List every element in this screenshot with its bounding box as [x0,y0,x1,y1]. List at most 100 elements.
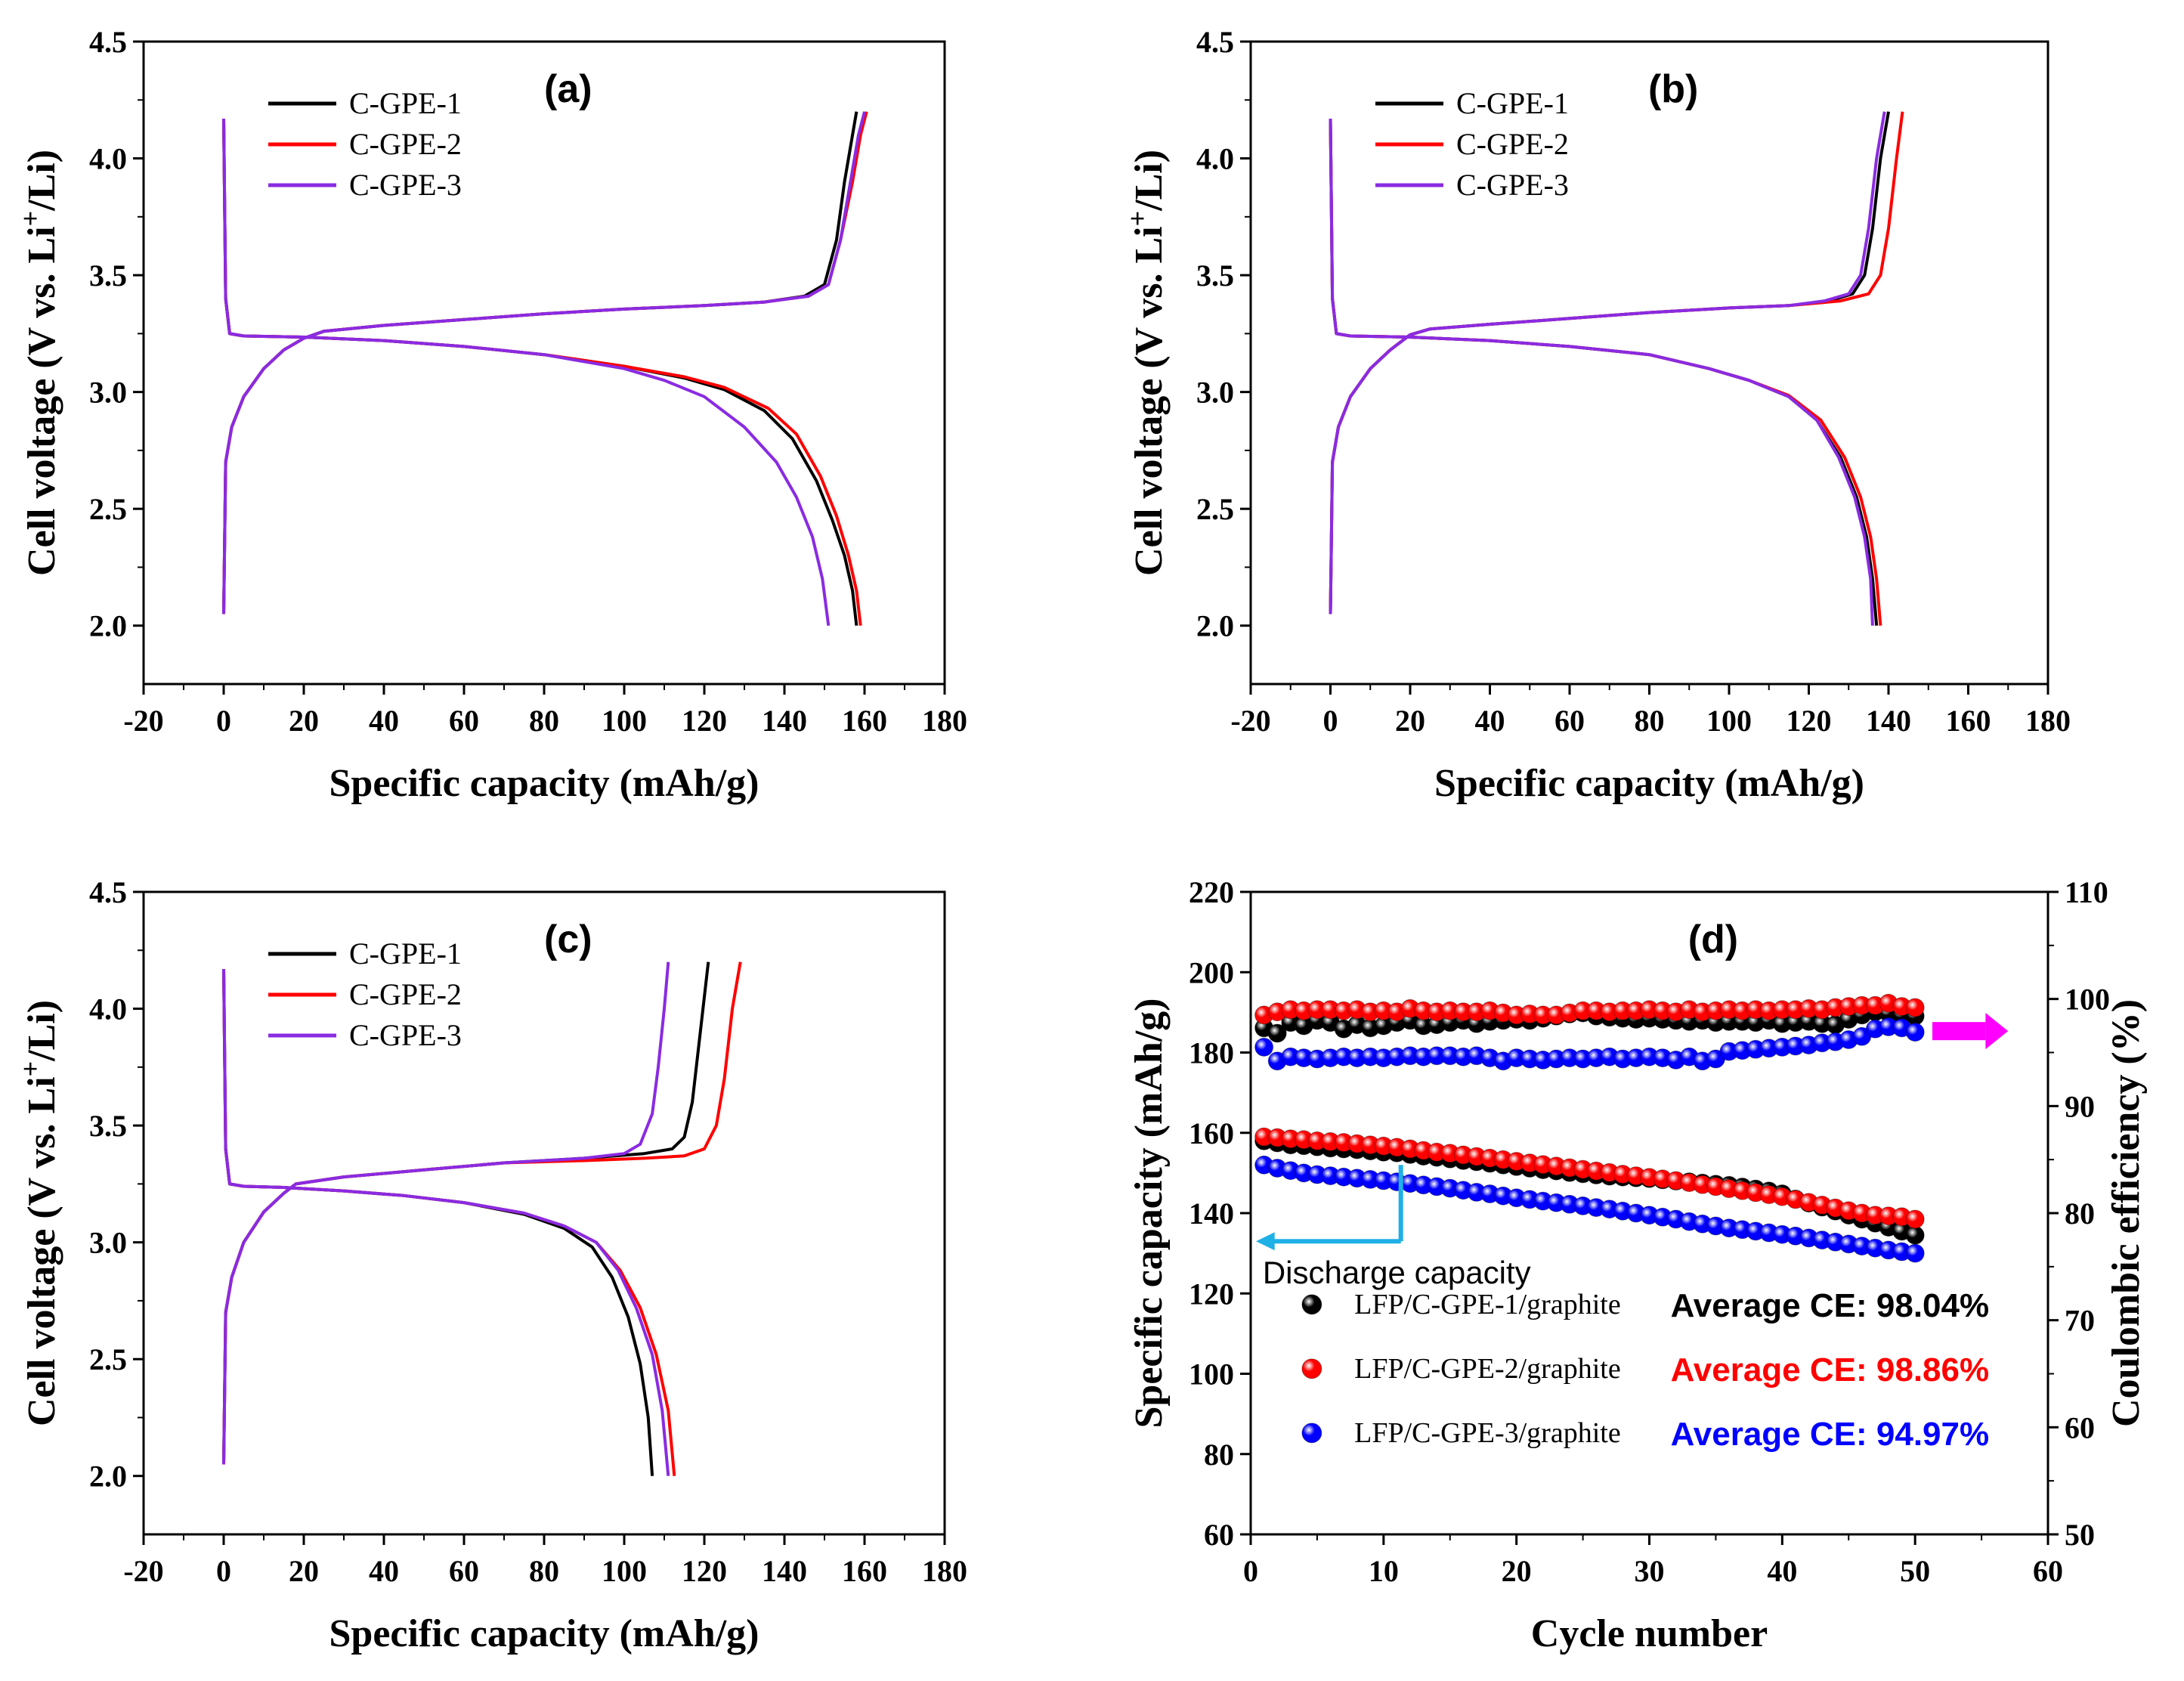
x-tick-label: 60 [2033,1554,2063,1588]
y-tick-label: 2.5 [1196,492,1234,526]
x-tick-label: 160 [842,1554,887,1588]
x-tick-label: 60 [1554,704,1585,738]
x-tick-label: 140 [762,1554,807,1588]
y-tick-label: 3.0 [1196,376,1234,410]
y-tick-label: 2.5 [89,492,127,526]
y-axis-label-superscript: + [15,211,45,227]
x-axis-label: Specific capacity (mAh/g) [329,762,759,805]
x-tick-label: 100 [602,1554,647,1588]
x-tick-label: 60 [449,1554,479,1588]
x-tick-label: 50 [1900,1554,1930,1588]
legend-label: C-GPE-2 [349,977,462,1011]
y-axis-label: Cell voltage (V vs. Li+/Li) [1122,150,1171,576]
y-tick-label: 100 [1189,1357,1234,1392]
series-line-c-gpe-3-discharge [222,968,670,1476]
panel-label: (d) [1688,918,1738,961]
x-tick-label: 20 [1502,1554,1532,1588]
capacity-point-lfp/c-gpe-3/graphite [1905,1243,1925,1263]
y2-tick-label: 100 [2065,983,2110,1017]
x-axis-label: Specific capacity (mAh/g) [329,1612,759,1655]
y2-tick-label: 110 [2065,875,2108,909]
y2-tick-label: 80 [2065,1197,2095,1231]
x-tick-label: 60 [449,704,479,738]
ce-arrow-shaft [1932,1022,1986,1041]
legend-label: LFP/C-GPE-2/graphite [1354,1353,1621,1385]
x-tick-label: 120 [682,704,727,738]
y-tick-label: 3.5 [89,258,127,293]
y-tick-label: 4.5 [1196,25,1234,59]
capacity-point-lfp/c-gpe-1/graphite [1905,1225,1925,1245]
x-tick-label: 40 [369,704,399,738]
y-tick-label: 3.5 [89,1109,127,1143]
y-tick-label: 2.0 [89,609,127,643]
panel-label: (a) [544,67,592,111]
x-tick-label: 20 [289,1554,319,1588]
average-ce-label: Average CE: 94.97% [1671,1416,1989,1453]
x-tick-label: 80 [529,1554,559,1588]
x-tick-label: 180 [2025,704,2071,738]
x-tick-label: -20 [1230,704,1270,738]
panel-label: (c) [544,918,592,961]
x-tick-label: 120 [682,1554,727,1588]
y-tick-label: 2.0 [89,1460,127,1494]
discharge-capacity-label: Discharge capacity [1263,1255,1531,1290]
y-tick-label: 4.0 [89,992,127,1026]
legend-label: C-GPE-1 [1456,86,1569,120]
x-axis-label: Cycle number [1531,1612,1768,1655]
x-tick-label: 160 [1946,704,1991,738]
y2-tick-label: 50 [2065,1518,2095,1552]
x-tick-label: 0 [1243,1554,1258,1588]
x-tick-label: 80 [529,704,559,738]
legend-marker [1301,1294,1322,1315]
x-tick-label: 140 [762,704,807,738]
x-tick-label: 20 [289,704,319,738]
ce-point-lfp/c-gpe-3/graphite [1905,1023,1925,1042]
average-ce-label: Average CE: 98.04% [1671,1287,1989,1324]
x-axis-label: Specific capacity (mAh/g) [1434,762,1864,805]
legend-label: C-GPE-1 [349,936,462,971]
panel-a: -20 0 20 40 60 80 100 120 140 160 180 2.0 2.5 3.0 3.5 4… [15,25,967,805]
x-tick-label: 160 [842,704,887,738]
legend-label: C-GPE-2 [1456,127,1569,161]
y-axis-label: Cell voltage (V vs. Li+/Li) [15,150,63,576]
x-tick-label: 120 [1786,704,1832,738]
x-tick-label: 140 [1866,704,1911,738]
ce-point-lfp/c-gpe-3/graphite [1254,1037,1274,1057]
y-tick-label: 80 [1204,1438,1234,1472]
x-tick-label: 10 [1369,1554,1399,1588]
x-tick-label: 100 [602,704,647,738]
y-axis-label: Cell voltage (V vs. Li+/Li) [15,1000,63,1426]
legend-marker [1301,1358,1322,1379]
panel-c: -20 0 20 40 60 80 100 120 140 160 180 2.0 2.5 3.0 3.5 4… [15,875,967,1655]
x-tick-label: 40 [1475,704,1505,738]
y-tick-label: 220 [1189,875,1234,909]
discharge-arrow-head [1256,1232,1275,1251]
x-tick-label: 40 [1767,1554,1797,1588]
y-axis-label-superscript: + [1122,211,1152,227]
legend-label: C-GPE-3 [349,1018,462,1052]
y-tick-label: 120 [1189,1277,1234,1311]
x-tick-label: 30 [1635,1554,1665,1588]
series-line-c-gpe-3-charge [1329,111,1886,615]
legend-label: C-GPE-2 [349,127,462,161]
y-tick-label: 3.0 [89,376,127,410]
y-tick-label: 4.5 [89,25,127,59]
x-tick-label: -20 [123,704,163,738]
y-axis-label-part: Cell voltage (V vs. Li [20,226,63,576]
y-tick-label: 60 [1204,1518,1234,1552]
y-tick-label: 140 [1189,1197,1234,1231]
y2-axis-label: Coulombic efficiency (%) [2105,999,2148,1427]
y-tick-label: 4.0 [1196,142,1234,176]
y-axis-label-part: /Li) [20,1000,63,1062]
y-axis-label-part: /Li) [1128,150,1171,212]
y-tick-label: 200 [1189,955,1234,989]
y-tick-label: 4.0 [89,142,127,176]
panel-d: 0 10 20 30 40 50 60608010012014016018020022050… [1128,875,2148,1655]
average-ce-label: Average CE: 98.86% [1671,1351,1989,1388]
series-line-c-gpe-3-charge [222,111,866,615]
y-tick-label: 160 [1189,1116,1234,1150]
legend-label: C-GPE-3 [1456,168,1569,202]
x-tick-label: 40 [369,1554,399,1588]
legend-label: C-GPE-1 [349,86,462,120]
